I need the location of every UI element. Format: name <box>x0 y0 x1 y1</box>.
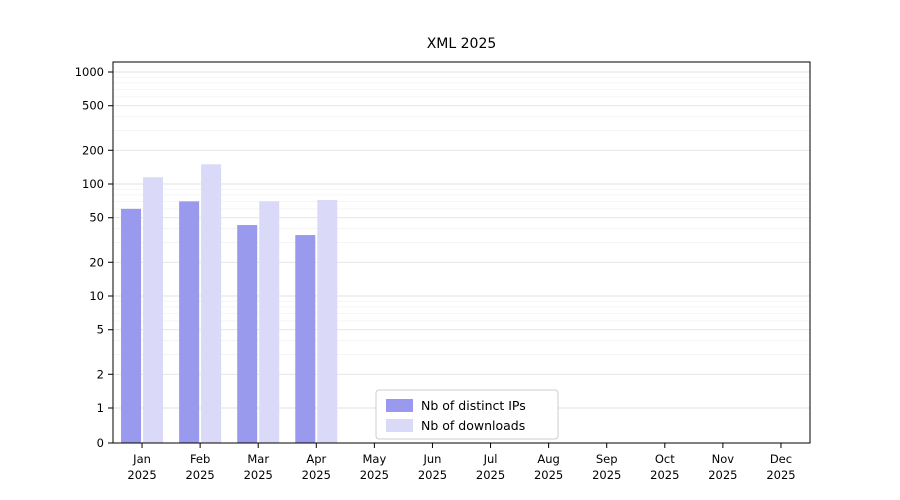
x-tick-label-month: Jun <box>422 452 441 466</box>
x-tick-label-year: 2025 <box>360 468 389 482</box>
legend-swatch-distinct-ips <box>386 399 413 412</box>
x-tick-label-year: 2025 <box>592 468 621 482</box>
x-tick-label-month: May <box>362 452 386 466</box>
x-tick-label-month: Aug <box>537 452 559 466</box>
y-tick-label: 1000 <box>75 65 104 79</box>
y-tick-label: 200 <box>82 143 104 157</box>
legend-swatch-downloads <box>386 419 413 432</box>
y-tick-label: 2 <box>97 367 104 381</box>
x-tick-label-year: 2025 <box>244 468 273 482</box>
bar-downloads-jan <box>143 177 164 443</box>
x-tick-label-year: 2025 <box>185 468 214 482</box>
x-tick-label-year: 2025 <box>127 468 156 482</box>
y-tick-label: 20 <box>89 255 104 269</box>
x-tick-label-month: Oct <box>655 452 675 466</box>
x-tick-label-month: Jul <box>483 452 498 466</box>
x-tick-label-month: Dec <box>770 452 792 466</box>
x-tick-label-month: Jan <box>132 452 151 466</box>
y-tick-label: 10 <box>89 289 104 303</box>
bar-downloads-apr <box>317 199 338 443</box>
bar-downloads-feb <box>201 164 222 444</box>
bar-distinct-ips-jan <box>121 208 142 443</box>
x-tick-label-year: 2025 <box>766 468 795 482</box>
y-tick-label: 100 <box>82 177 104 191</box>
x-tick-label-year: 2025 <box>418 468 447 482</box>
x-tick-label-year: 2025 <box>708 468 737 482</box>
chart-title: XML 2025 <box>426 36 497 52</box>
x-tick-label-year: 2025 <box>302 468 331 482</box>
x-tick-label-month: Apr <box>306 452 326 466</box>
x-tick-label-month: Nov <box>712 452 735 466</box>
x-tick-label-month: Sep <box>596 452 618 466</box>
x-tick-label-month: Mar <box>247 452 269 466</box>
bar-distinct-ips-apr <box>295 235 316 443</box>
legend-label-downloads: Nb of downloads <box>421 418 525 433</box>
legend-box <box>375 389 559 440</box>
y-tick-label: 50 <box>89 211 104 225</box>
legend: Nb of distinct IPs Nb of downloads <box>375 389 559 440</box>
bar-distinct-ips-mar <box>237 225 258 443</box>
bar-downloads-mar <box>259 201 280 443</box>
x-tick-label-year: 2025 <box>534 468 563 482</box>
y-tick-label: 1 <box>97 401 104 415</box>
x-tick-label-year: 2025 <box>650 468 679 482</box>
y-tick-label: 500 <box>82 99 104 113</box>
x-tick-label-month: Feb <box>190 452 210 466</box>
legend-label-distinct-ips: Nb of distinct IPs <box>421 398 526 413</box>
x-tick-label-year: 2025 <box>476 468 505 482</box>
bar-distinct-ips-feb <box>179 201 200 443</box>
y-tick-label: 5 <box>97 323 104 337</box>
y-tick-label: 0 <box>97 436 104 450</box>
plot-border <box>112 61 811 444</box>
